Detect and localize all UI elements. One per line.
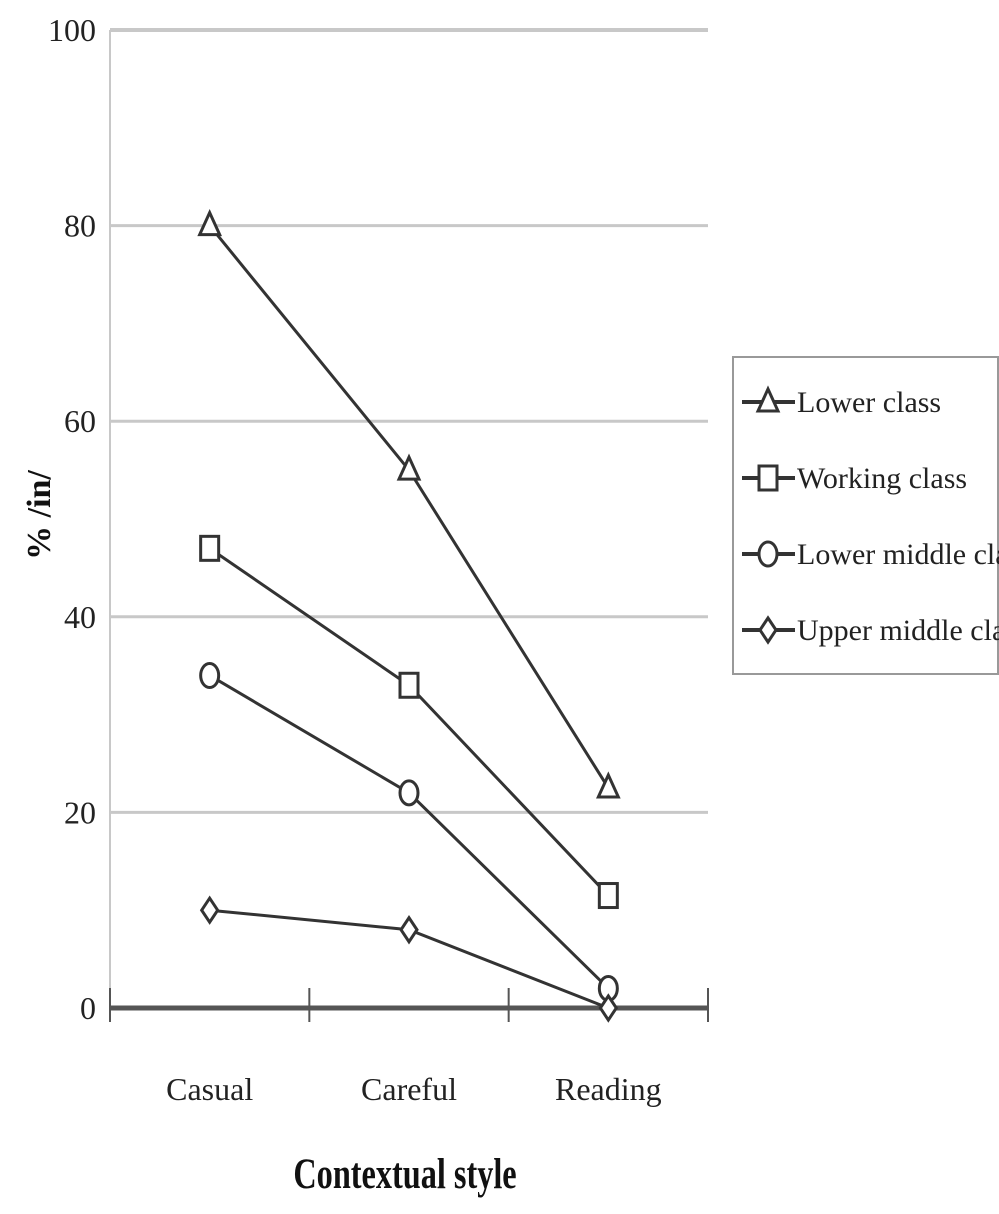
legend-label: Lower middle class xyxy=(797,538,999,571)
legend-marker-lower-middle-class xyxy=(757,540,779,568)
legend: Lower class Working class Lower middle cla… xyxy=(732,356,999,675)
legend-marker-upper-middle-class xyxy=(758,615,778,645)
legend-marker-working-class xyxy=(757,464,779,492)
series-line-working-class xyxy=(208,547,610,897)
data-point-working-class xyxy=(597,882,619,910)
data-point-working-class xyxy=(398,671,420,699)
y-axis-label: % /in/ xyxy=(21,470,58,560)
series-line-lower-class xyxy=(208,224,610,789)
axes xyxy=(109,30,709,1022)
data-point-upper-middle-class xyxy=(199,895,220,925)
y-tick-label: 0 xyxy=(80,990,96,1026)
y-tick-label: 20 xyxy=(64,794,96,830)
legend-label: Lower class xyxy=(797,386,941,419)
legend-marker-lower-class xyxy=(755,385,781,413)
y-tick-label: 40 xyxy=(64,599,96,635)
data-point-lower-class xyxy=(396,453,422,481)
y-tick-label: 100 xyxy=(48,12,96,48)
x-axis-label: Contextual style xyxy=(293,1150,516,1198)
data-point-upper-middle-class xyxy=(399,915,419,945)
x-tick-label: Reading xyxy=(555,1071,662,1107)
legend-label: Working class xyxy=(797,462,967,495)
data-point-lower-middle-class xyxy=(199,661,221,689)
legend-label: Upper middle class xyxy=(797,614,999,647)
x-tick-labels: Casual Careful Reading xyxy=(166,1071,662,1107)
x-tick-label: Casual xyxy=(166,1071,253,1107)
data-point-lower-middle-class xyxy=(398,779,420,807)
data-point-lower-class xyxy=(596,771,621,799)
y-tick-label: 80 xyxy=(64,208,96,244)
y-tick-labels: 0 20 40 60 80 100 xyxy=(48,12,96,1026)
data-point-working-class xyxy=(199,534,221,562)
x-tick-label: Careful xyxy=(361,1071,457,1107)
series-group xyxy=(197,208,621,1023)
data-point-lower-class xyxy=(197,208,222,237)
data-point-upper-middle-class xyxy=(598,993,619,1023)
y-tick-label: 60 xyxy=(64,403,96,439)
